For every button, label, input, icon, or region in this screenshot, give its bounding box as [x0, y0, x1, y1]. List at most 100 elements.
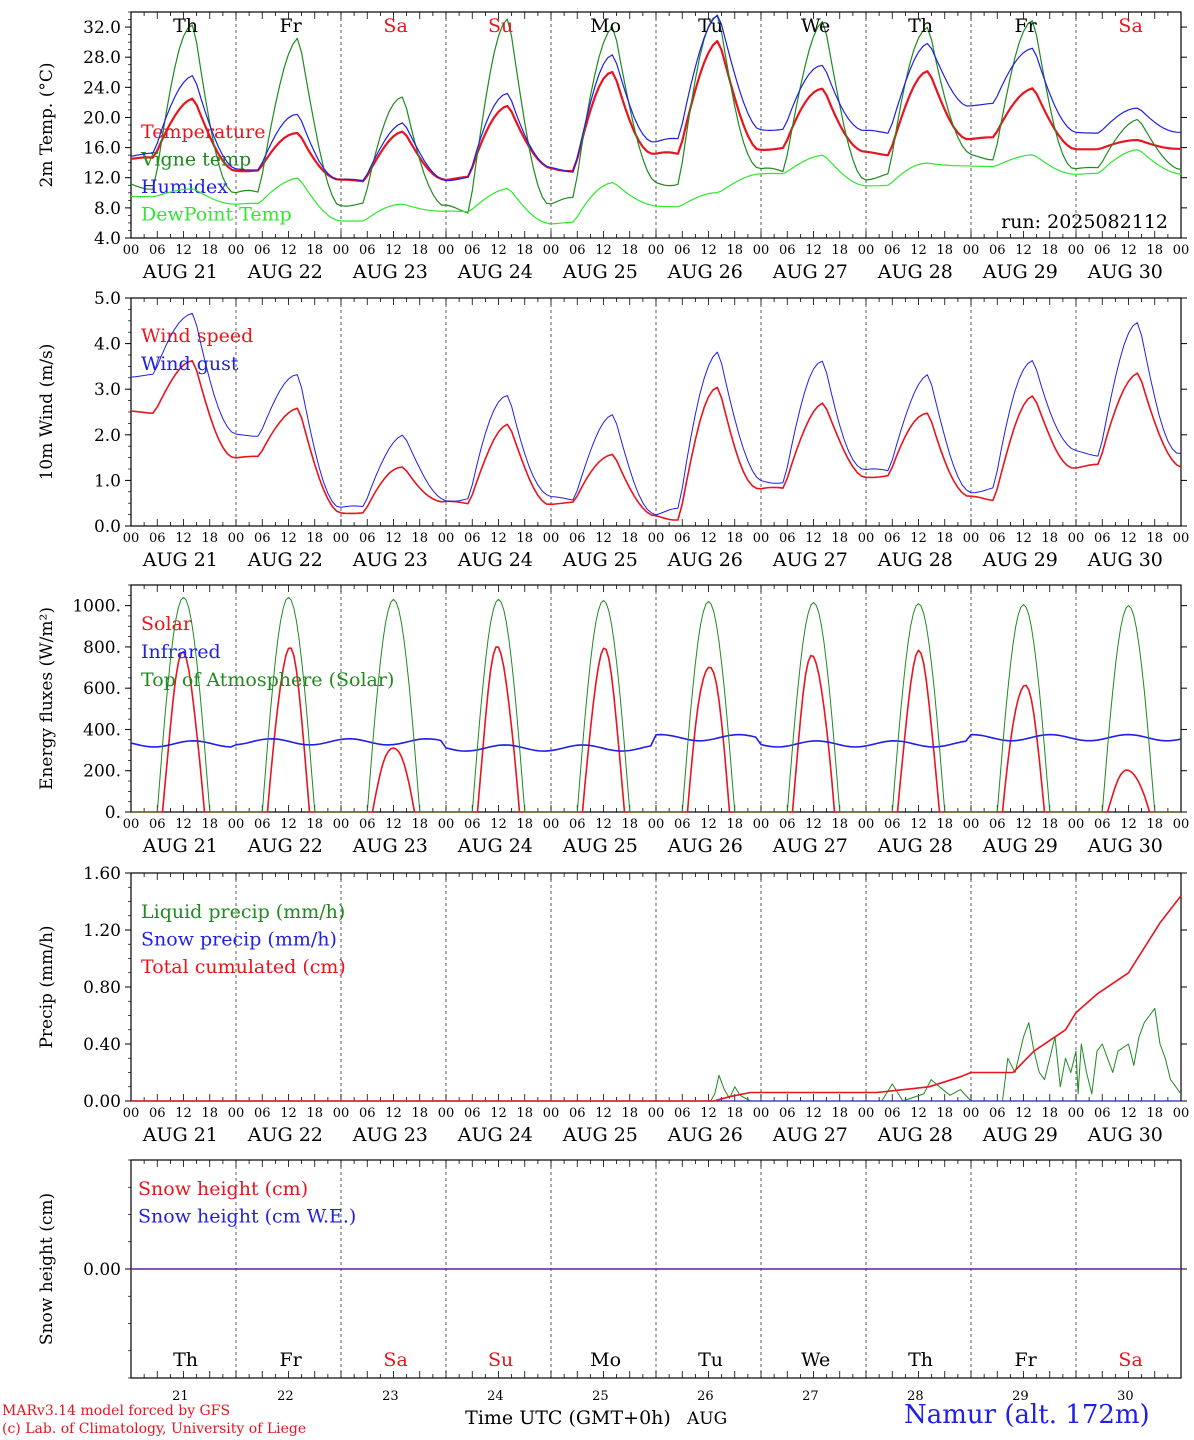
legend-entry: Snow precip (mm/h): [141, 929, 337, 951]
y-tick-label: 200.: [83, 762, 121, 782]
hour-tick-label: 12: [175, 243, 192, 258]
hour-tick-label: 18: [726, 817, 743, 832]
hour-tick-label: 12: [805, 817, 822, 832]
hour-tick-label: 00: [228, 817, 245, 832]
day-number: 24: [487, 1389, 504, 1404]
hour-tick-label: 00: [753, 1106, 770, 1121]
hour-tick-label: 18: [411, 817, 428, 832]
hour-tick-label: 12: [1120, 817, 1137, 832]
hour-tick-label: 00: [963, 817, 980, 832]
hour-tick-label: 12: [1015, 1106, 1032, 1121]
hour-tick-label: 00: [963, 243, 980, 258]
hour-tick-label: 06: [1094, 1106, 1111, 1121]
hour-tick-label: 00: [438, 1106, 455, 1121]
legend-entry: Top of Atmosphere (Solar): [141, 669, 394, 691]
series-line: [131, 596, 1181, 813]
hour-tick-label: 12: [910, 817, 927, 832]
hour-tick-label: 18: [1146, 531, 1163, 546]
hour-tick-label: 18: [831, 531, 848, 546]
day-letter: Th: [908, 1349, 933, 1371]
hour-tick-label: 18: [411, 1106, 428, 1121]
hour-tick-label: 18: [936, 1106, 953, 1121]
legend-entry: DewPoint Temp: [141, 204, 292, 226]
y-tick-label: 1.60: [83, 864, 121, 884]
date-label: AUG 30: [1087, 549, 1163, 571]
hour-tick-label: 06: [989, 817, 1006, 832]
date-label: AUG 27: [772, 1124, 848, 1146]
hour-tick-label: 18: [516, 1106, 533, 1121]
y-tick-label: 4.0: [94, 229, 121, 249]
date-label: AUG 21: [142, 835, 218, 857]
hour-tick-label: 00: [228, 531, 245, 546]
day-number: 25: [592, 1389, 609, 1404]
date-label: AUG 27: [772, 261, 848, 283]
day-number: 26: [697, 1389, 714, 1404]
y-tick-label: 0.00: [83, 1092, 121, 1112]
hour-tick-label: 06: [884, 243, 901, 258]
date-label: AUG 22: [247, 261, 323, 283]
series-line: [130, 360, 1182, 521]
hour-tick-label: 06: [359, 1106, 376, 1121]
hour-tick-label: 12: [595, 817, 612, 832]
series-line: [131, 895, 1182, 1102]
panel-3: 0. 200. 400. 600. 800. 1000. Energy fluxes (W/…: [37, 584, 1189, 857]
y-tick-label: 3.0: [94, 380, 121, 400]
hour-tick-label: 12: [385, 531, 402, 546]
hour-tick-label: 18: [1146, 1106, 1163, 1121]
date-label: AUG 24: [457, 261, 533, 283]
hour-tick-label: 06: [1094, 243, 1111, 258]
day-letter: Fr: [1014, 15, 1037, 37]
hour-tick-label: 06: [779, 1106, 796, 1121]
day-number: 23: [382, 1389, 399, 1404]
day-letter: Sa: [1118, 15, 1142, 37]
day-number: 30: [1117, 1389, 1134, 1404]
y-tick-label: 400.: [83, 720, 121, 740]
hour-tick-label: 06: [149, 1106, 166, 1121]
hour-tick-label: 06: [989, 243, 1006, 258]
legend-entry: Total cumulated (cm): [141, 956, 346, 978]
hour-tick-label: 18: [411, 531, 428, 546]
hour-tick-label: 06: [149, 531, 166, 546]
date-label: AUG 25: [562, 549, 638, 571]
hour-tick-label: 12: [385, 1106, 402, 1121]
date-label: AUG 30: [1087, 835, 1163, 857]
hour-tick-label: 12: [910, 243, 927, 258]
date-label: AUG 26: [667, 261, 743, 283]
date-label: AUG 23: [352, 835, 428, 857]
y-tick-label: 1.20: [83, 921, 121, 941]
series-line: [130, 15, 1182, 214]
date-label: AUG 30: [1087, 261, 1163, 283]
date-label: AUG 22: [247, 835, 323, 857]
panel-1: 4.0 8.0 12.0 16.0 20.0 24.0 28.0 32.0 2m Temp. (…: [37, 11, 1190, 283]
date-label: AUG 25: [562, 1124, 638, 1146]
day-letter: We: [801, 1349, 830, 1371]
hour-tick-label: 12: [490, 243, 507, 258]
y-tick-label: 1.0: [94, 471, 121, 491]
day-letter: Sa: [383, 1349, 407, 1371]
hour-tick-label: 06: [884, 817, 901, 832]
hour-tick-label: 00: [858, 531, 875, 546]
day-letter: Tu: [698, 1349, 723, 1371]
hour-tick-label: 12: [385, 243, 402, 258]
hour-tick-label: 12: [1015, 817, 1032, 832]
y-tick-label: 20.0: [83, 108, 121, 128]
y-axis-title: 2m Temp. (°C): [37, 62, 57, 187]
date-label: AUG 21: [142, 261, 218, 283]
hour-tick-label: 18: [831, 817, 848, 832]
hour-tick-label: 00: [1173, 243, 1190, 258]
series-line: [130, 733, 1182, 752]
day-letter: Sa: [383, 15, 407, 37]
date-label: AUG 27: [772, 835, 848, 857]
hour-tick-label: 06: [359, 243, 376, 258]
hour-tick-label: 00: [333, 243, 350, 258]
hour-tick-label: 18: [201, 243, 218, 258]
series-line: [130, 312, 1182, 516]
hour-tick-label: 00: [1068, 243, 1085, 258]
hour-tick-label: 06: [674, 1106, 691, 1121]
hour-tick-label: 00: [543, 817, 560, 832]
hour-tick-label: 00: [963, 531, 980, 546]
y-tick-label: 0.00: [83, 1260, 121, 1280]
hour-tick-label: 18: [201, 817, 218, 832]
hour-tick-label: 06: [569, 1106, 586, 1121]
